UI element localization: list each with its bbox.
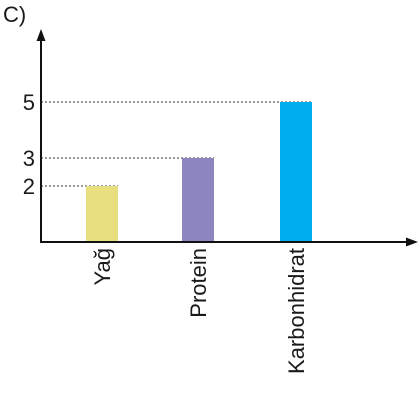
bar xyxy=(86,186,118,242)
y-tick-label: 3 xyxy=(23,146,35,171)
x-tick-label: Yağ xyxy=(90,248,115,286)
x-tick-label: Karbonhidrat xyxy=(284,248,309,374)
x-tick-labels: Yağ Protein Karbonhidrat xyxy=(90,248,309,374)
panel-label: C) xyxy=(3,2,26,27)
bars xyxy=(86,102,312,242)
bar xyxy=(182,158,214,242)
y-tick-label: 2 xyxy=(23,174,35,199)
y-axis-arrow xyxy=(36,29,46,41)
y-tick-labels: 2 3 5 xyxy=(23,90,35,199)
x-tick-label: Protein xyxy=(186,248,211,318)
axes xyxy=(36,29,418,247)
bar xyxy=(280,102,312,242)
y-tick-label: 5 xyxy=(23,90,35,115)
x-axis-arrow xyxy=(406,237,418,247)
guide-lines xyxy=(41,101,312,187)
